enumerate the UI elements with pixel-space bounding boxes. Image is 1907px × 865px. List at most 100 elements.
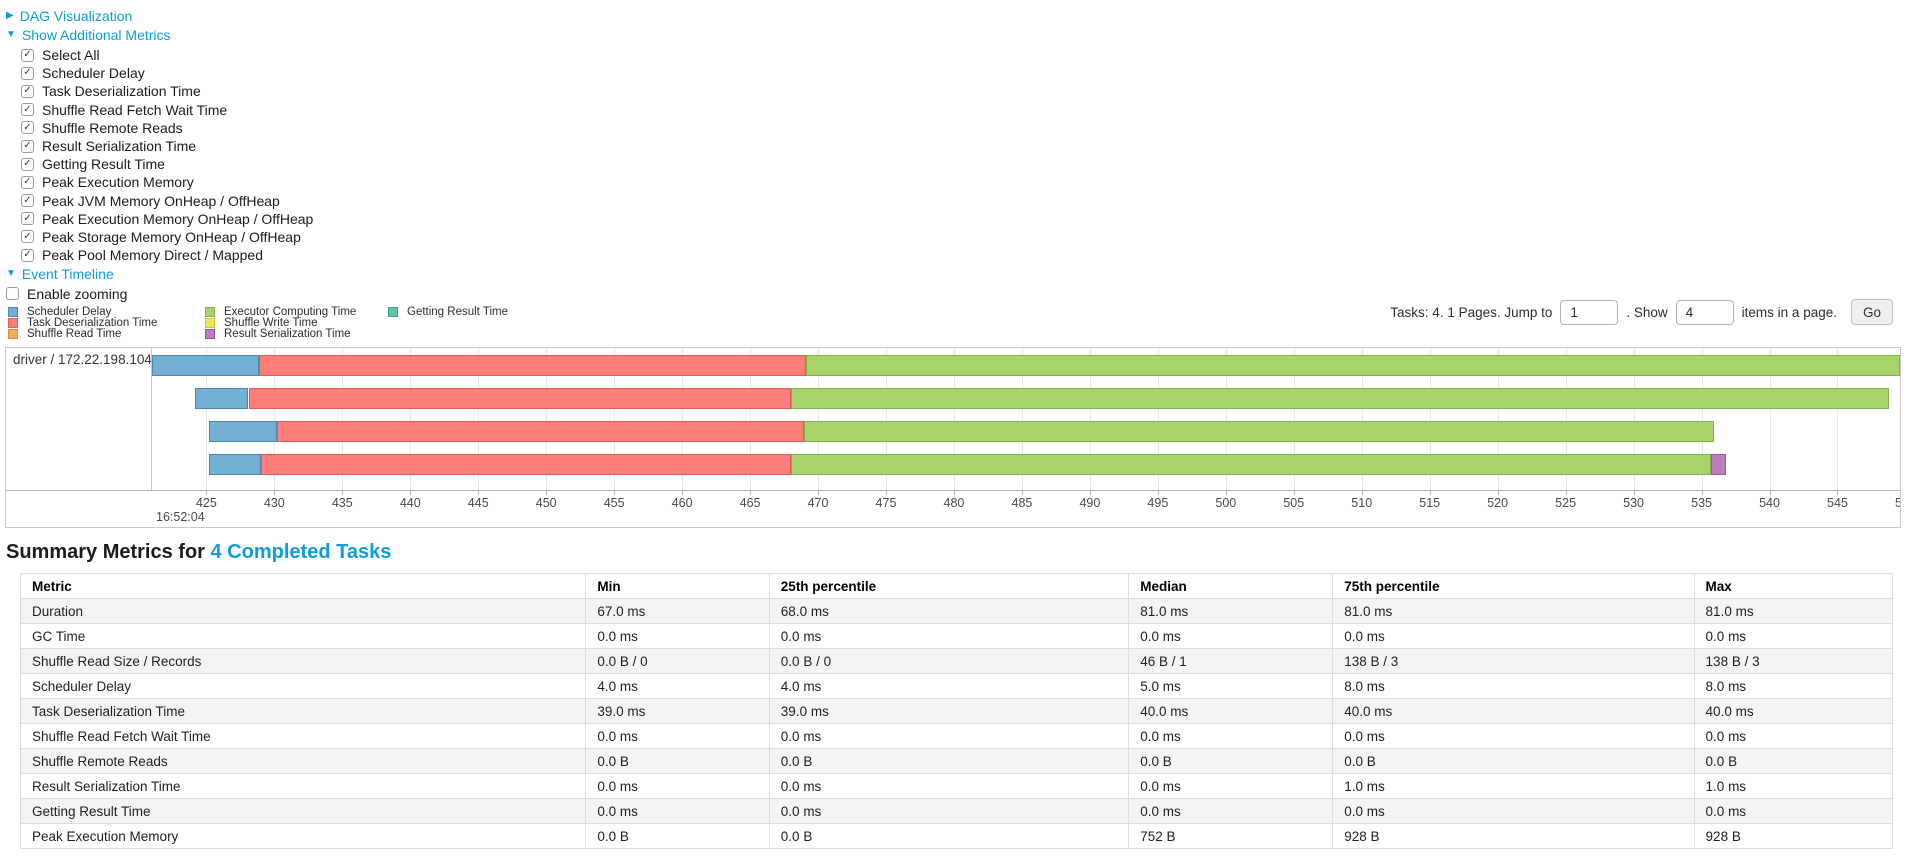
metric-value-cell: 0.0 B [1693, 748, 1894, 774]
timeline-bar-segment-executor_computing[interactable] [790, 388, 1890, 409]
metric-checkbox[interactable]: ✓ [21, 212, 34, 226]
metric-name-cell: Shuffle Read Fetch Wait Time [19, 723, 587, 749]
axis-tick [1565, 491, 1567, 495]
axis-tick [1633, 491, 1635, 495]
metric-value-cell: 0.0 ms [768, 798, 1130, 824]
axis-tick-label: 435 [331, 496, 353, 510]
summary-metrics-table: Metric Min 25th percentile Median 75th perce… [19, 573, 1894, 849]
axis-tick [206, 491, 208, 495]
gridline [1565, 348, 1567, 490]
metric-checkbox[interactable]: ✓ [21, 194, 34, 208]
metric-value-cell: 40.0 ms [1332, 698, 1695, 724]
go-button[interactable]: Go [1850, 299, 1893, 325]
metric-value-cell: 0.0 B [768, 823, 1130, 849]
jump-to-page-input[interactable] [1560, 299, 1619, 325]
show-additional-metrics-toggle[interactable]: ▼ Show Additional Metrics [6, 25, 313, 44]
gridline [546, 348, 548, 490]
axis-tick [818, 491, 820, 495]
gridline [1225, 348, 1227, 490]
metric-checkbox[interactable]: ✓ [21, 121, 34, 135]
metric-checkbox-label: Peak Pool Memory Direct / Mapped [42, 247, 263, 264]
metric-checkbox[interactable]: ✓ [21, 175, 34, 189]
axis-tick-label: 525 [1555, 496, 1577, 510]
metric-value-cell: 67.0 ms [585, 598, 770, 624]
axis-tick-label: 440 [399, 496, 421, 510]
metric-checkbox-label: Peak Storage Memory OnHeap / OffHeap [42, 228, 301, 245]
axis-tick [274, 491, 276, 495]
metric-value-cell: 0.0 B [1332, 748, 1695, 774]
metric-checkbox[interactable]: ✓ [21, 66, 34, 80]
timeline-bar-segment-scheduler_delay[interactable] [209, 421, 278, 442]
timeline-bar-segment-result_serialization[interactable] [1711, 454, 1726, 475]
metric-value-cell: 0.0 ms [1128, 723, 1334, 749]
axis-tick [1225, 491, 1227, 495]
metric-value-cell: 81.0 ms [1128, 598, 1334, 624]
axis-tick [1497, 491, 1499, 495]
legend-label: Task Deserialization Time [27, 317, 158, 330]
dag-visualization-toggle[interactable]: ▶ DAG Visualization [6, 6, 313, 25]
metric-value-cell: 0.0 ms [1128, 623, 1334, 649]
axis-tick [1701, 491, 1703, 495]
legend-label: Result Serialization Time [224, 328, 351, 341]
metric-value-cell: 40.0 ms [1693, 698, 1894, 724]
metrics-checkbox-list: ✓ Select All ✓ Scheduler Delay ✓ Task Deseria… [21, 46, 313, 264]
timeline-bar-segment-executor_computing[interactable] [790, 454, 1712, 475]
timeline-bar-segment-task_deserialization[interactable] [277, 421, 805, 442]
metric-value-cell: 0.0 ms [768, 623, 1130, 649]
column-header: Median [1128, 573, 1334, 599]
metric-value-cell: 0.0 B [585, 748, 770, 774]
gridline [478, 348, 480, 490]
gridline [1157, 348, 1159, 490]
metric-name-cell: GC Time [19, 623, 587, 649]
summary-metrics-title: Summary Metrics for 4 Completed Tasks [6, 541, 391, 564]
metric-checkbox[interactable]: ✓ [21, 230, 34, 244]
metric-name-cell: Result Serialization Time [19, 773, 587, 799]
metric-checkbox-label: Getting Result Time [42, 156, 165, 173]
legend-swatch-getting_result [388, 306, 398, 317]
enable-zooming-checkbox[interactable] [6, 287, 19, 301]
metric-value-cell: 0.0 B [1128, 748, 1334, 774]
timeline-bar-segment-executor_computing[interactable] [804, 421, 1714, 442]
metric-checkbox[interactable]: ✓ [21, 48, 34, 62]
legend-swatch-shuffle_write [205, 318, 215, 329]
chevron-right-icon: ▶ [6, 9, 14, 21]
event-timeline-toggle[interactable]: ▼ Event Timeline [6, 264, 313, 283]
legend-label: Shuffle Write Time [224, 317, 318, 330]
legend-item: Executor Computing Time [205, 306, 388, 318]
completed-tasks-link[interactable]: 4 Completed Tasks [210, 541, 392, 563]
gridline [682, 348, 684, 490]
metric-value-cell: 81.0 ms [1332, 598, 1695, 624]
timeline-bar-segment-scheduler_delay[interactable] [152, 355, 260, 376]
metric-value-cell: 0.0 B [585, 823, 770, 849]
metric-value-cell: 39.0 ms [585, 698, 770, 724]
column-header: 25th percentile [768, 573, 1130, 599]
enable-zooming-label: Enable zooming [27, 285, 128, 302]
metric-value-cell: 68.0 ms [768, 598, 1130, 624]
timeline-bar-segment-executor_computing[interactable] [805, 355, 1900, 376]
metric-checkbox[interactable]: ✓ [21, 248, 34, 262]
metric-checkbox-label: Select All [42, 47, 100, 64]
timeline-bar-segment-task_deserialization[interactable] [259, 355, 806, 376]
summary-title-text: Summary Metrics for [6, 541, 211, 563]
metric-checkbox[interactable]: ✓ [21, 84, 34, 98]
items-per-page-input[interactable] [1675, 299, 1734, 325]
axis-tick-label: 545 [1827, 496, 1848, 510]
metric-checkbox[interactable]: ✓ [21, 103, 34, 117]
legend-item: Task Deserialization Time [8, 317, 205, 330]
metric-value-cell: 1.0 ms [1693, 773, 1894, 799]
metric-value-cell: 928 B [1332, 823, 1695, 849]
gridline [1769, 348, 1771, 490]
timeline-bar-segment-scheduler_delay[interactable] [209, 454, 261, 475]
legend-column: Getting Result Time [388, 306, 508, 340]
timeline-bar-segment-scheduler_delay[interactable] [195, 388, 249, 409]
items-per-page-text: items in a page. [1741, 304, 1837, 320]
metric-checkbox[interactable]: ✓ [21, 157, 34, 171]
axis-tick-label: 465 [739, 496, 761, 510]
metric-value-cell: 1.0 ms [1332, 773, 1695, 799]
task-pagination: Tasks: 4. 1 Pages. Jump to . Show items … [1386, 299, 1893, 325]
timeline-bar-segment-task_deserialization[interactable] [260, 454, 791, 475]
timeline-bar-segment-task_deserialization[interactable] [248, 388, 791, 409]
legend-label: Shuffle Read Time [27, 328, 122, 341]
metric-checkbox[interactable]: ✓ [21, 139, 34, 153]
table-row: Getting Result Time 0.0 ms 0.0 ms 0.0 ms 0.0… [19, 798, 1894, 824]
